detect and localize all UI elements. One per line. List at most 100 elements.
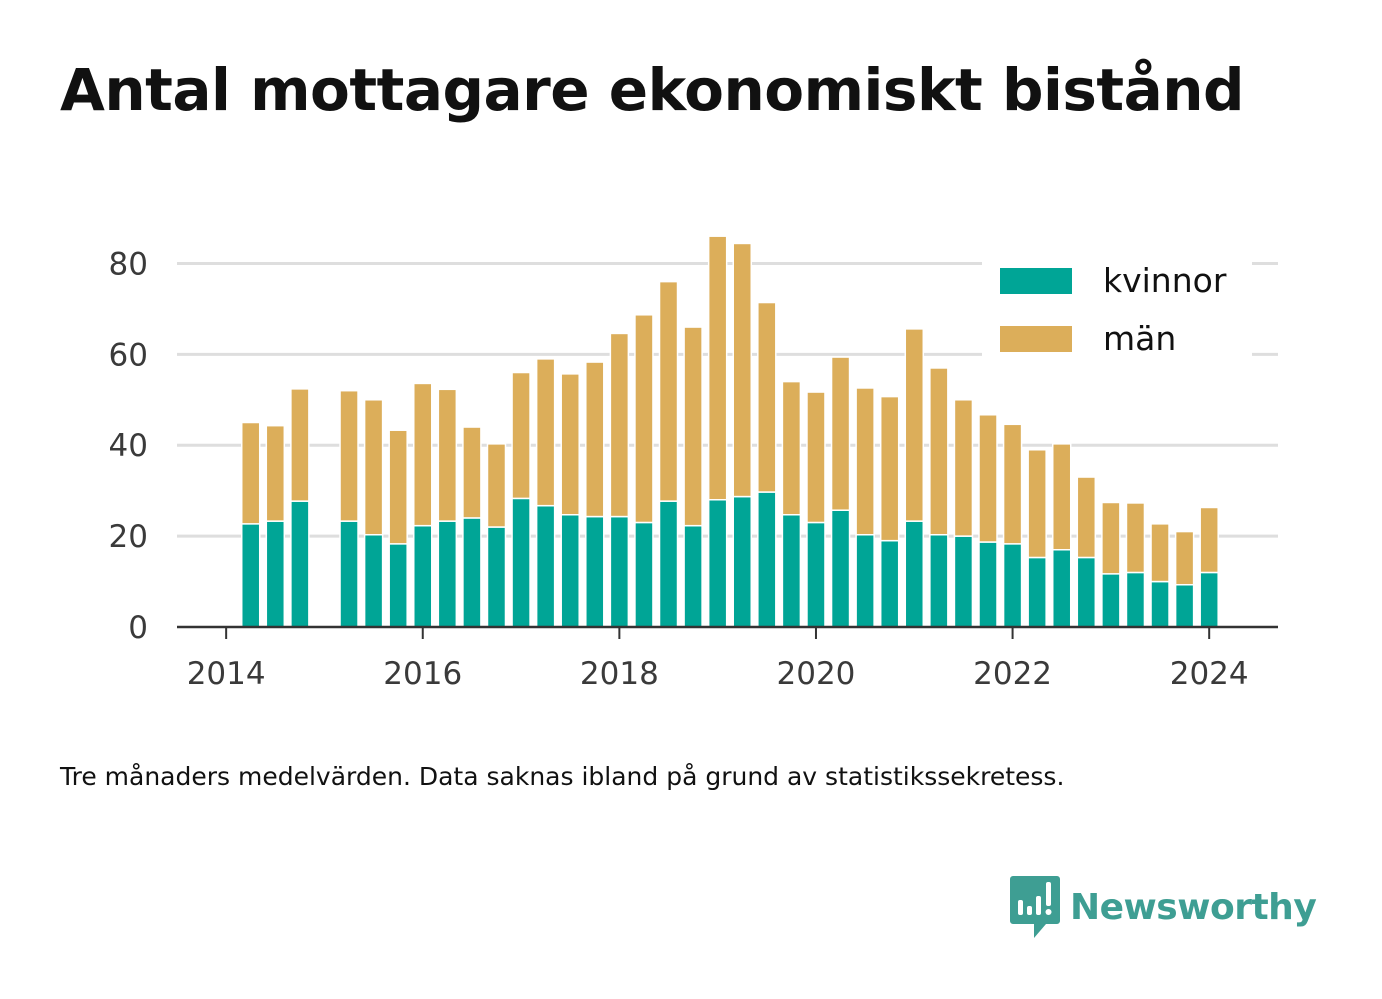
bar-män (609, 332, 630, 518)
bar-kvinnor (363, 533, 384, 628)
bar-kvinnor (609, 515, 630, 628)
bar-kvinnor (1002, 543, 1023, 628)
bar-kvinnor (1150, 580, 1170, 628)
bar-kvinnor (265, 520, 286, 628)
bar-kvinnor (413, 524, 433, 628)
bar-män (1150, 523, 1170, 583)
y-tick-label: 20 (109, 519, 148, 555)
brand-logo: Newsworthy (1010, 876, 1317, 938)
bar-kvinnor (707, 499, 728, 628)
bar-män (339, 389, 359, 522)
bar-män (560, 373, 580, 516)
bar-män (1027, 449, 1047, 559)
bar-män (511, 371, 531, 500)
bar-kvinnor (904, 520, 925, 628)
page-title: Antal mottagare ekonomiskt bistånd (60, 56, 1245, 124)
bar-män (1125, 502, 1146, 574)
bar-kvinnor (855, 533, 875, 628)
bar-män (781, 380, 802, 516)
footnote: Tre månaders medelvärden. Data saknas ib… (60, 762, 1065, 791)
bar-kvinnor (240, 523, 261, 628)
bar-kvinnor (585, 515, 605, 628)
bar-män (806, 391, 826, 524)
bar-kvinnor (290, 500, 310, 628)
bar-kvinnor (462, 517, 482, 628)
bar-män (413, 382, 433, 527)
bar-män (1002, 423, 1023, 545)
bar-kvinnor (1199, 571, 1219, 628)
bar-kvinnor (757, 491, 777, 628)
bar-kvinnor (1174, 583, 1195, 628)
bar-män (855, 387, 875, 536)
bar-kvinnor (1051, 548, 1072, 628)
legend-label-kvinnor: kvinnor (1103, 261, 1227, 300)
bar-kvinnor (437, 520, 458, 628)
bar-män (486, 443, 507, 528)
bar-kvinnor (1076, 556, 1097, 628)
bar-män (1051, 443, 1072, 551)
bar-män (879, 395, 900, 542)
bar-män (363, 399, 384, 536)
bar-män (240, 421, 261, 525)
bar-män (388, 429, 408, 545)
bar-kvinnor (486, 526, 507, 628)
bar-kvinnor (1101, 573, 1121, 628)
bar-män (1076, 476, 1097, 559)
bar-män (732, 242, 752, 498)
bar-män (1199, 506, 1219, 574)
bar-män (830, 356, 851, 511)
bar-män (265, 424, 286, 522)
bar-kvinnor (634, 521, 654, 628)
bar-män (535, 358, 556, 507)
bar-kvinnor (511, 497, 531, 628)
bar-män (437, 388, 458, 522)
bar-kvinnor (388, 543, 408, 628)
x-tick-label: 2016 (383, 656, 462, 692)
y-tick-label: 40 (109, 428, 148, 464)
y-axis: 0 20 40 60 80 (109, 246, 148, 646)
y-tick-label: 60 (109, 337, 148, 373)
bar-män (953, 399, 974, 537)
bar-män (634, 314, 654, 524)
x-tick-label: 2018 (580, 656, 659, 692)
bar-män (707, 235, 728, 501)
bar-kvinnor (806, 521, 826, 628)
bar-män (585, 361, 605, 518)
legend-label-män: män (1103, 319, 1176, 358)
bar-kvinnor (683, 524, 703, 628)
bar-kvinnor (732, 495, 752, 628)
bar-män (683, 326, 703, 527)
bar-kvinnor (339, 520, 359, 628)
bar-män (978, 414, 998, 543)
legend: kvinnor män (982, 252, 1252, 376)
legend-swatch-män (1000, 326, 1072, 352)
newsworthy-logo-icon (1010, 876, 1060, 938)
y-tick-label: 0 (128, 610, 148, 646)
legend-swatch-kvinnor (1000, 268, 1072, 294)
bar-kvinnor (658, 500, 679, 628)
bar-kvinnor (830, 509, 851, 628)
x-tick-label: 2022 (973, 656, 1052, 692)
bar-kvinnor (1027, 556, 1047, 628)
bar-män (757, 301, 777, 493)
bar-män (462, 426, 482, 519)
bar-män (290, 388, 310, 502)
bar-män (904, 328, 925, 522)
bar-kvinnor (781, 514, 802, 628)
bar-män (658, 280, 679, 502)
bar-kvinnor (1125, 571, 1146, 628)
bar-kvinnor (560, 514, 580, 628)
x-tick-label: 2020 (777, 656, 856, 692)
bar-kvinnor (535, 504, 556, 628)
bar-kvinnor (929, 533, 949, 628)
brand-name: Newsworthy (1070, 886, 1317, 928)
bar-män (1174, 530, 1195, 586)
bar-kvinnor (978, 541, 998, 628)
x-tick-label: 2014 (187, 656, 266, 692)
bar-män (1101, 501, 1121, 575)
bar-kvinnor (879, 539, 900, 628)
bar-kvinnor (953, 535, 974, 628)
bar-män (929, 367, 949, 536)
x-tick-label: 2024 (1170, 656, 1249, 692)
